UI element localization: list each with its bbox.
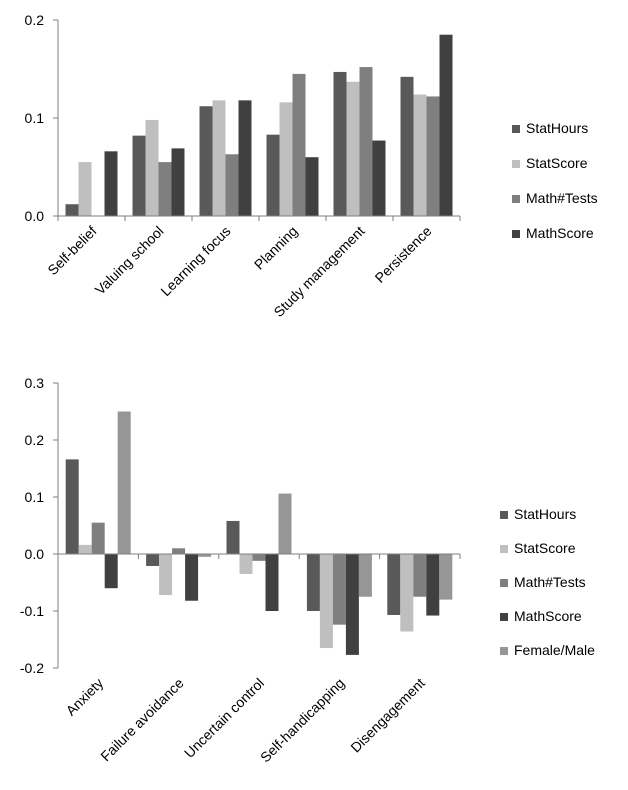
top-legend-swatch [512, 160, 520, 168]
bottom-bar [198, 554, 212, 557]
bottom-bar [91, 522, 105, 554]
top-bar [212, 100, 226, 216]
top-bar [346, 81, 360, 217]
bottom-category-label: Failure avoidance [97, 675, 187, 765]
top-legend-swatch [512, 125, 520, 133]
top-bar [333, 71, 347, 216]
bottom-bar [413, 554, 427, 597]
top-legend-label: StatHours [526, 120, 588, 136]
bottom-y-tick-label: 0.1 [25, 489, 45, 505]
top-category-label: Planning [251, 223, 301, 273]
bottom-bar [146, 554, 160, 566]
bottom-legend-swatch [500, 613, 508, 621]
bottom-legend-swatch [500, 511, 508, 519]
top-bar [158, 162, 172, 216]
top-bar [238, 100, 252, 216]
bottom-bar [265, 554, 279, 611]
bottom-bar [387, 554, 401, 615]
top-legend-swatch [512, 230, 520, 238]
bottom-legend-swatch [500, 545, 508, 553]
top-bar [426, 96, 440, 216]
bottom-bar [306, 554, 320, 611]
top-bar [400, 76, 414, 216]
top-bar [225, 154, 239, 216]
bottom-y-tick-label: 0.3 [25, 375, 45, 391]
bottom-bar [358, 554, 372, 597]
top-bar [65, 204, 79, 216]
bottom-bar [439, 554, 453, 600]
bottom-bar [345, 554, 359, 655]
bottom-bar [426, 554, 440, 616]
bottom-category-label: Uncertain control [181, 675, 267, 761]
top-bar [132, 135, 146, 216]
top-bar [439, 34, 453, 217]
top-category-label: Learning focus [157, 223, 233, 299]
bottom-bar [172, 548, 186, 554]
top-category-label: Self-belief [44, 223, 99, 278]
bottom-category-label: Self-handicapping [257, 675, 348, 766]
top-bar [266, 134, 280, 216]
bottom-bar [332, 554, 346, 625]
top-bar [359, 67, 373, 216]
bottom-y-tick-label: 0.2 [25, 432, 45, 448]
top-category-label: Valuing school [92, 223, 167, 298]
top-y-tick-label: 0.1 [25, 110, 45, 126]
top-bar [78, 162, 92, 216]
bottom-legend-label: StatHours [514, 506, 576, 522]
top-bar [199, 106, 213, 216]
top-y-tick-label: 0.2 [25, 12, 45, 28]
bottom-bar [159, 554, 173, 596]
top-bar [145, 119, 159, 216]
bottom-bar [104, 554, 118, 589]
bottom-category-label: Disengagement [347, 675, 428, 756]
bottom-legend-swatch [500, 579, 508, 587]
top-bar [104, 151, 118, 216]
top-bar [171, 148, 185, 216]
bottom-bar [252, 554, 266, 561]
top-bar [292, 73, 306, 217]
bottom-bar [278, 493, 292, 554]
bottom-bar [239, 554, 253, 574]
bottom-bar [319, 554, 333, 649]
bottom-bar [78, 544, 92, 554]
top-bar [413, 94, 427, 216]
bottom-bar [400, 554, 414, 632]
top-bar [305, 157, 319, 216]
top-legend-swatch [512, 195, 520, 203]
bottom-bar [226, 520, 240, 554]
top-y-tick-label: 0.0 [25, 208, 45, 224]
top-legend-label: Math#Tests [526, 190, 598, 206]
top-category-label: Persistence [372, 223, 435, 286]
top-bar [279, 102, 293, 216]
bottom-bar [117, 411, 131, 554]
bottom-legend-label: MathScore [514, 608, 582, 624]
bottom-y-tick-label: -0.2 [20, 660, 44, 676]
bottom-legend-label: StatScore [514, 540, 576, 556]
bottom-category-label: Anxiety [63, 675, 107, 719]
bottom-legend-label: Female/Male [514, 642, 595, 658]
bottom-bar [185, 554, 199, 601]
bottom-y-tick-label: 0.0 [25, 546, 45, 562]
top-legend-label: MathScore [526, 225, 594, 241]
bottom-bar [65, 459, 79, 554]
bottom-legend-swatch [500, 647, 508, 655]
bottom-y-tick-label: -0.1 [20, 603, 44, 619]
bottom-legend-label: Math#Tests [514, 574, 586, 590]
top-legend-label: StatScore [526, 155, 588, 171]
top-bar [372, 140, 386, 216]
